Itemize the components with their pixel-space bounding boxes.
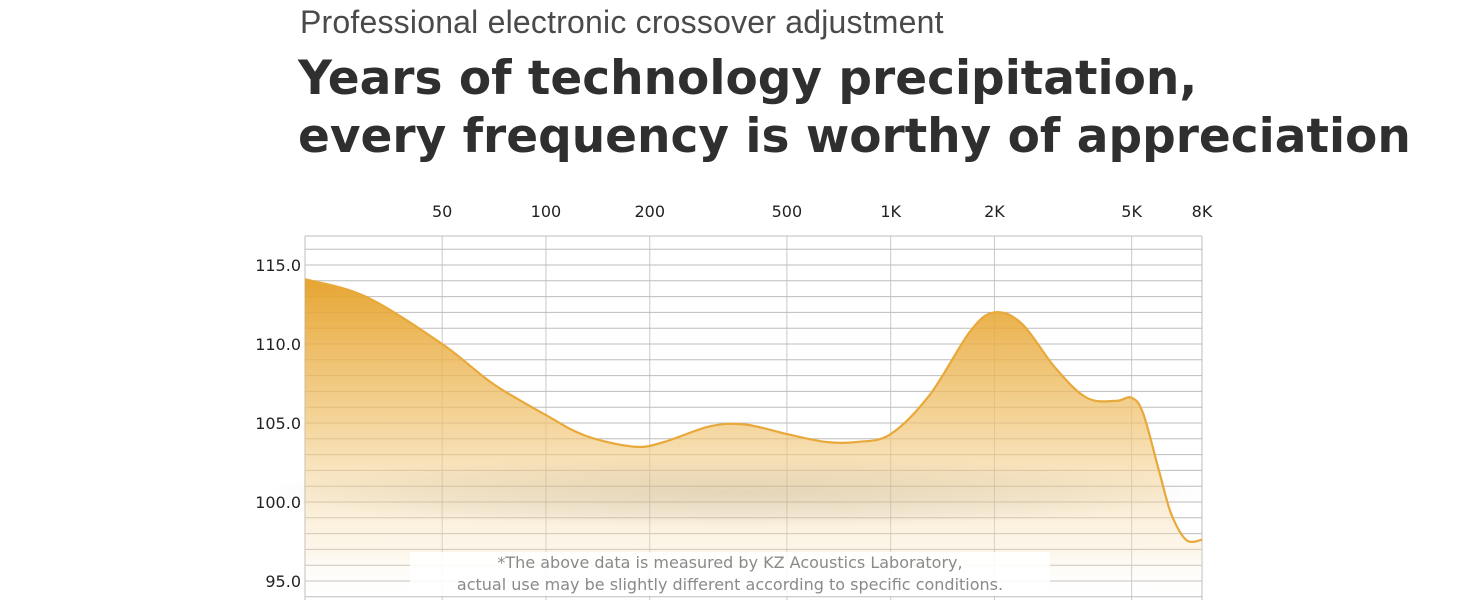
page-headline: Years of technology precipitation, every… [298,50,1411,166]
headline-line-1: Years of technology precipitation, [298,51,1198,106]
footnote-line-1: *The above data is measured by KZ Acoust… [497,553,963,572]
response-area [305,279,1202,600]
headline-line-2: every frequency is worthy of appreciatio… [298,109,1411,164]
measurement-footnote: *The above data is measured by KZ Acoust… [410,552,1050,596]
y-axis-labels: 115.0 110.0 105.0 100.0 95.0 [255,256,301,591]
x-tick-label: 200 [634,202,665,221]
footnote-line-2: actual use may be slightly different acc… [456,575,1004,594]
y-tick-label: 105.0 [255,414,301,433]
y-tick-label: 100.0 [255,493,301,512]
x-tick-label: 50 [432,202,452,221]
page-subtitle: Professional electronic crossover adjust… [300,4,944,40]
x-tick-label: 500 [772,202,803,221]
response-curve [304,278,1203,543]
y-tick-label: 115.0 [255,256,301,275]
x-tick-label: 5K [1121,202,1142,221]
x-tick-label: 100 [531,202,562,221]
x-tick-label: 1K [880,202,901,221]
y-tick-label: 110.0 [255,335,301,354]
y-tick-label: 95.0 [265,572,301,591]
x-tick-label: 8K [1192,202,1213,221]
x-tick-label: 2K [984,202,1005,221]
x-axis-labels: 50 100 200 500 1K 2K 5K 8K [432,202,1213,221]
